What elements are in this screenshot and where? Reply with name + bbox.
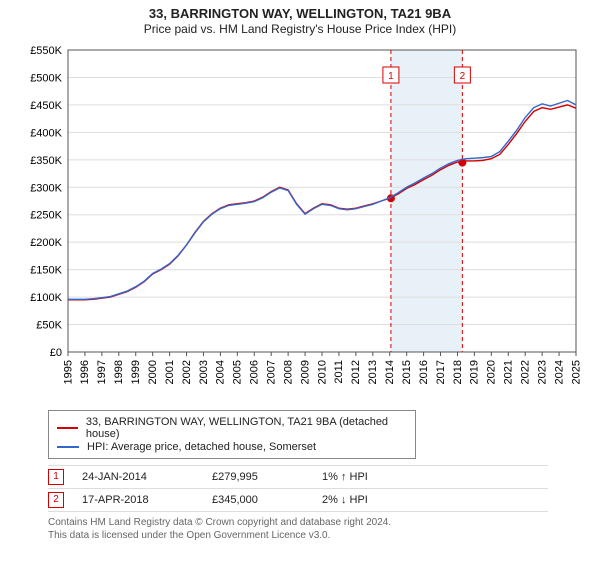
footnote-line: Contains HM Land Registry data © Crown c… (48, 516, 600, 529)
y-tick-label: £200K (30, 237, 62, 249)
y-tick-label: £50K (36, 320, 62, 332)
x-tick-label: 2021 (503, 360, 515, 384)
x-tick-label: 2008 (282, 360, 294, 384)
x-tick-label: 2004 (215, 360, 227, 384)
marker-label: 2 (460, 71, 466, 82)
plot-border (68, 50, 576, 352)
transaction-delta: 1% ↑ HPI (322, 471, 422, 483)
series-line (68, 105, 576, 300)
y-tick-label: £0 (50, 347, 62, 359)
x-tick-label: 2024 (553, 360, 565, 384)
legend-label: 33, BARRINGTON WAY, WELLINGTON, TA21 9BA… (86, 416, 407, 440)
transaction-date: 17-APR-2018 (82, 494, 212, 506)
x-tick-label: 2018 (452, 360, 464, 384)
transaction-price: £279,995 (212, 471, 322, 483)
legend-item: 33, BARRINGTON WAY, WELLINGTON, TA21 9BA… (57, 416, 407, 440)
x-tick-label: 1996 (79, 360, 91, 384)
legend-swatch (57, 446, 79, 448)
x-tick-label: 2002 (181, 360, 193, 384)
x-tick-label: 2009 (299, 360, 311, 384)
y-tick-label: £400K (30, 127, 62, 139)
x-tick-label: 2010 (316, 360, 328, 384)
x-tick-label: 1999 (130, 360, 142, 384)
marker-label: 1 (388, 71, 394, 82)
legend-label: HPI: Average price, detached house, Some… (87, 441, 316, 453)
x-tick-label: 2013 (367, 360, 379, 384)
x-tick-label: 2022 (520, 360, 532, 384)
footnote: Contains HM Land Registry data © Crown c… (48, 516, 600, 542)
x-tick-label: 2025 (570, 360, 580, 384)
price-chart: £0 £50K £100K £150K £200K £250K £300K £350K £400… (20, 42, 580, 402)
x-tick-label: 1995 (62, 360, 74, 384)
y-tick-label: £300K (30, 182, 62, 194)
x-tick-label: 1997 (96, 360, 108, 384)
x-tick-label: 1998 (113, 360, 125, 384)
y-tick-label: £500K (30, 72, 62, 84)
transaction-delta: 2% ↓ HPI (322, 494, 422, 506)
x-tick-label: 2019 (469, 360, 481, 384)
x-tick-label: 2011 (333, 360, 345, 384)
legend: 33, BARRINGTON WAY, WELLINGTON, TA21 9BA… (48, 410, 416, 459)
x-tick-label: 2023 (536, 360, 548, 384)
shaded-band (391, 50, 462, 352)
page-subtitle: Price paid vs. HM Land Registry's House … (0, 22, 600, 36)
x-tick-label: 2007 (266, 360, 278, 384)
x-tick-label: 2012 (350, 360, 362, 384)
footnote-line: This data is licensed under the Open Gov… (48, 529, 600, 542)
transaction-row: 1 24-JAN-2014£279,9951% ↑ HPI (48, 465, 548, 488)
x-tick-label: 2006 (249, 360, 261, 384)
y-tick-label: £550K (30, 45, 62, 57)
y-tick-label: £100K (30, 292, 62, 304)
transaction-table: 1 24-JAN-2014£279,9951% ↑ HPI 2 17-APR-2018… (48, 465, 548, 512)
x-tick-label: 2001 (164, 360, 176, 384)
y-tick-label: £350K (30, 155, 62, 167)
transaction-id-box: 2 (48, 492, 64, 508)
x-tick-label: 2020 (486, 360, 498, 384)
legend-swatch (57, 427, 78, 429)
page-title: 33, BARRINGTON WAY, WELLINGTON, TA21 9BA (0, 6, 600, 21)
x-tick-label: 2014 (384, 360, 396, 384)
y-tick-label: £450K (30, 100, 62, 112)
transaction-row: 2 17-APR-2018£345,0002% ↓ HPI (48, 488, 548, 512)
x-tick-label: 2016 (418, 360, 430, 384)
x-tick-label: 2003 (198, 360, 210, 384)
x-tick-label: 2005 (232, 360, 244, 384)
transaction-id-box: 1 (48, 469, 64, 485)
y-tick-label: £150K (30, 265, 62, 277)
x-tick-label: 2015 (401, 360, 413, 384)
x-tick-label: 2000 (147, 360, 159, 384)
x-tick-label: 2017 (435, 360, 447, 384)
legend-item: HPI: Average price, detached house, Some… (57, 441, 407, 453)
transaction-date: 24-JAN-2014 (82, 471, 212, 483)
transaction-price: £345,000 (212, 494, 322, 506)
y-tick-label: £250K (30, 210, 62, 222)
